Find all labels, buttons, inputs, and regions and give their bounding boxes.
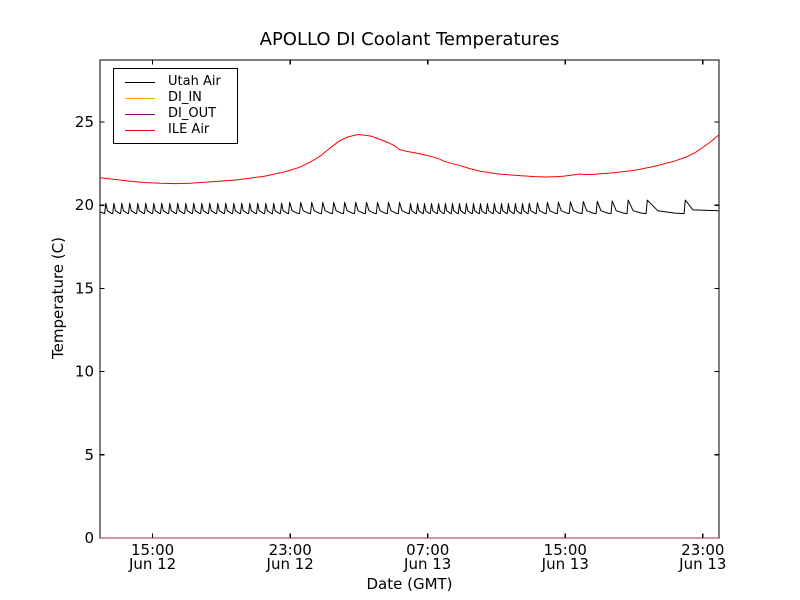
x-tick-label-date: Jun 13 [403,555,451,573]
series-line-utah-air [99,199,719,215]
x-tick-label-time: 23:00 [269,541,312,559]
y-tick-label: 0 [84,529,94,547]
x-tick-label-time: 23:00 [681,541,724,559]
x-tick-label-time: 07:00 [406,541,449,559]
x-tick-label-date: Jun 13 [678,555,726,573]
x-tick-label-time: 15:00 [131,541,174,559]
legend-entry-di-in: DI_IN [114,90,225,106]
legend-line-swatch-di-in [125,97,155,99]
y-tick-label: 15 [75,279,94,297]
legend-line-swatch-utah-air [125,81,155,83]
y-tick-label: 20 [75,196,94,214]
y-tick-label: 25 [75,113,94,131]
x-tick-label-date: Jun 12 [128,555,176,573]
x-axis-label: Date (GMT) [366,575,453,593]
chart-title: APOLLO DI Coolant Temperatures [259,29,560,50]
legend-line-swatch-ile-air [125,129,155,131]
y-axis-label: Temperature (C) [49,237,67,359]
y-tick-label: 5 [84,446,94,464]
x-tick-label-date: Jun 13 [541,555,589,573]
legend-line-swatch-di-out [125,113,155,115]
legend-entry-utah-air: Utah Air [114,74,225,90]
legend: Utah Air DI_IN DI_OUT ILE Air [113,68,238,144]
legend-label: ILE Air [168,122,210,137]
y-tick-label: 10 [75,363,94,381]
legend-label: Utah Air [168,74,221,89]
x-tick-label-date: Jun 12 [266,555,314,573]
legend-label: DI_OUT [168,106,217,121]
x-tick-label-time: 15:00 [544,541,587,559]
legend-label: DI_IN [168,90,202,105]
legend-entry-ile-air: ILE Air [114,122,225,138]
series-line-ile-air [99,134,719,185]
legend-entry-di-out: DI_OUT [114,106,225,122]
